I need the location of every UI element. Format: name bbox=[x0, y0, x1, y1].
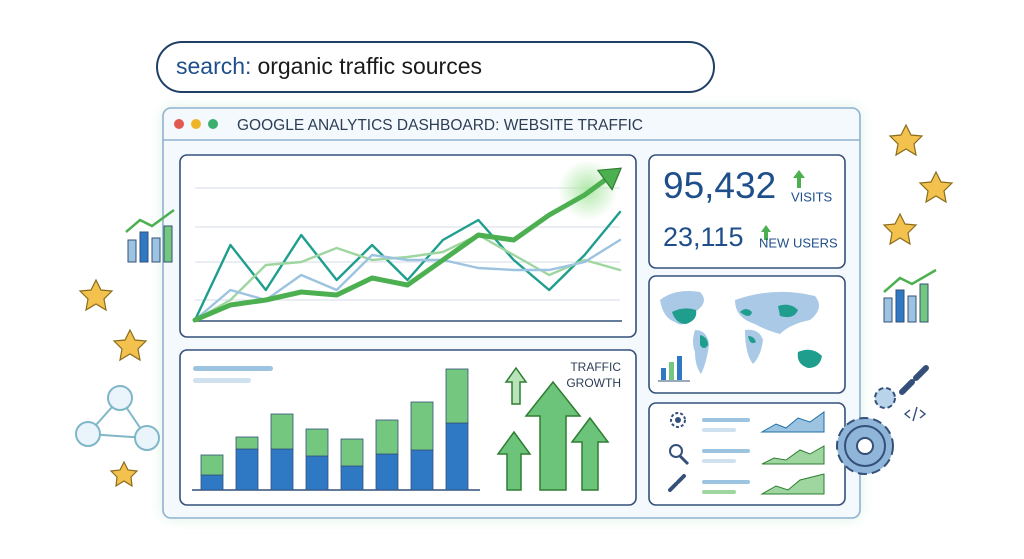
bar-segment bbox=[445, 368, 469, 424]
search-bar[interactable] bbox=[156, 41, 715, 93]
bar-segment bbox=[270, 448, 294, 491]
stat-value: 95,432 bbox=[663, 165, 776, 206]
bar-segment bbox=[200, 474, 224, 491]
up-arrow bbox=[761, 225, 771, 240]
bar-segment bbox=[270, 413, 294, 450]
stat-value: 23,115 bbox=[663, 222, 744, 252]
line-series bbox=[193, 210, 622, 322]
window-dot[interactable] bbox=[174, 119, 184, 129]
line-series bbox=[193, 233, 622, 322]
trend-arrow-line bbox=[192, 177, 608, 323]
line-layer bbox=[192, 167, 623, 323]
legend-placeholder bbox=[193, 378, 251, 383]
search-query: organic traffic sources bbox=[257, 53, 482, 79]
bar-panel bbox=[179, 349, 637, 506]
bar-segment bbox=[410, 401, 434, 451]
bar-segment bbox=[375, 453, 399, 491]
bar-segment bbox=[200, 454, 224, 476]
bar-layer bbox=[200, 368, 469, 491]
growth-arrows bbox=[496, 366, 610, 491]
tool-rows bbox=[668, 411, 825, 495]
stat-label: VISITS bbox=[791, 189, 833, 204]
gear-icon bbox=[836, 365, 929, 475]
window-dot[interactable] bbox=[191, 119, 201, 129]
window-dot[interactable] bbox=[208, 119, 218, 129]
bar-segment bbox=[340, 438, 364, 467]
network-icon bbox=[75, 385, 160, 451]
trend-arrow-head bbox=[596, 167, 623, 191]
bar-segment bbox=[375, 419, 399, 455]
bar-segment bbox=[305, 428, 329, 457]
bar-segment bbox=[235, 436, 259, 450]
bar-segment bbox=[445, 422, 469, 491]
bar-segment bbox=[235, 448, 259, 491]
window-title: GOOGLE ANALYTICS DASHBOARD: WEBSITE TRAF… bbox=[237, 117, 643, 134]
bar-segment bbox=[410, 449, 434, 491]
stat-label: NEW USERS bbox=[759, 235, 838, 250]
mini-chart-icon bbox=[125, 208, 937, 323]
bar-segment bbox=[340, 465, 364, 491]
search-text: search: organic traffic sources bbox=[176, 53, 482, 79]
stats-panel bbox=[648, 154, 846, 269]
legend-placeholder bbox=[193, 366, 273, 371]
decorations bbox=[78, 123, 954, 488]
growth-label: TRAFFIC bbox=[570, 360, 621, 374]
up-arrow bbox=[793, 170, 805, 188]
growth-label: GROWTH bbox=[566, 376, 621, 390]
bar-segment bbox=[305, 455, 329, 491]
search-label: search: bbox=[176, 53, 251, 79]
world-map bbox=[658, 291, 822, 382]
